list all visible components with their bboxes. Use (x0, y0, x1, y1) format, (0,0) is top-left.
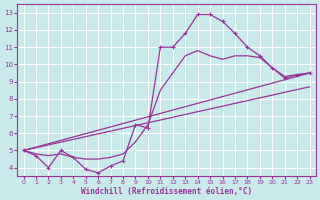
X-axis label: Windchill (Refroidissement éolien,°C): Windchill (Refroidissement éolien,°C) (81, 187, 252, 196)
